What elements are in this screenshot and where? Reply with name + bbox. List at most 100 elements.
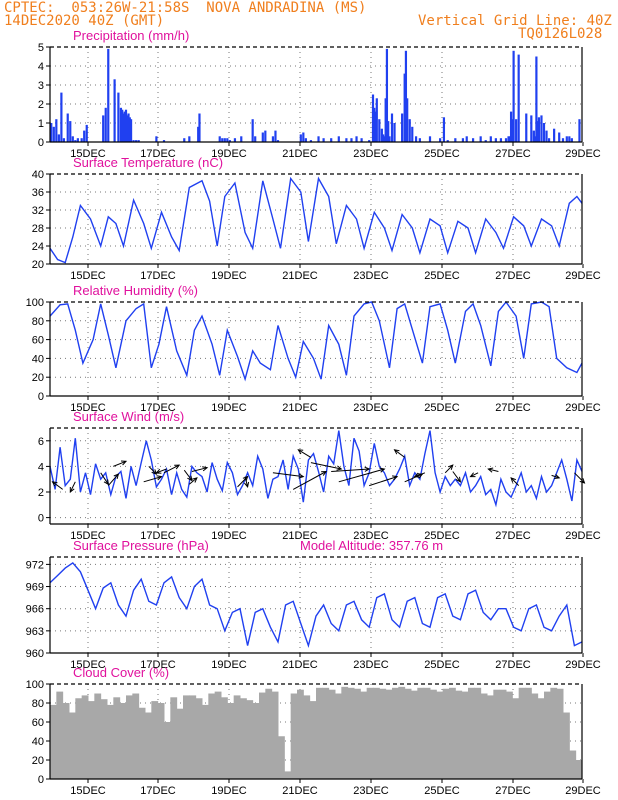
precip-bar: [132, 140, 135, 142]
cloud-bar: [385, 689, 393, 779]
x-tick-label: 29DEC: [565, 659, 601, 671]
y-tick-label: 6: [38, 436, 44, 448]
cloud-bar: [81, 695, 89, 779]
cloud-bar: [113, 697, 121, 779]
precip-bar: [251, 119, 254, 142]
x-tick-label: 23DEC: [353, 530, 389, 542]
cloud-bar: [341, 686, 349, 779]
cloud-bar: [195, 698, 203, 779]
precip-bar: [428, 136, 432, 142]
precip-bar: [261, 132, 264, 142]
panel-4: [46, 427, 586, 528]
wind-arrow-head: [151, 469, 158, 475]
precip-bar: [66, 113, 69, 142]
cloud-bar: [474, 687, 482, 779]
wind-arrow-head: [510, 477, 516, 483]
x-tick-label: 21DEC: [282, 785, 318, 797]
x-tick-label: 15DEC: [70, 530, 106, 542]
precip-bar: [240, 136, 243, 142]
precip-bar: [375, 98, 378, 142]
wind-arrow-shaft: [272, 472, 304, 478]
precip-bar: [454, 138, 457, 142]
wind-arrow-shaft: [148, 466, 157, 475]
precip-bar: [74, 140, 77, 142]
wind-arrow: [331, 466, 371, 472]
cloud-bar: [132, 693, 140, 779]
precip-bar: [128, 117, 131, 142]
wind-arrow-shaft: [107, 473, 119, 486]
y-tick-label: 0: [38, 513, 44, 525]
wind-arrow: [163, 464, 181, 474]
cloud-bar: [499, 689, 507, 779]
cloud-bar: [512, 698, 520, 779]
cloud-bar: [449, 687, 456, 779]
precip-bar: [122, 113, 125, 142]
cloud-bar: [107, 704, 114, 779]
series-line: [49, 561, 583, 649]
precip-bar: [309, 140, 313, 142]
panel-1: [46, 46, 584, 146]
precip-bar: [162, 140, 166, 142]
wind-arrow: [244, 476, 250, 489]
cloud-bar: [506, 691, 513, 779]
precip-bar: [565, 136, 568, 142]
wind-arrow-shaft: [470, 472, 479, 478]
precip-bar: [446, 140, 449, 142]
precip-bar: [368, 140, 371, 142]
wind-arrow-head: [242, 475, 249, 482]
precip-bar: [83, 130, 86, 142]
precip-bar: [218, 136, 221, 142]
x-tick-label: 21DEC: [282, 659, 318, 671]
wind-arrow-head: [51, 481, 58, 487]
wind-arrow: [107, 473, 120, 486]
precip-bar: [317, 136, 320, 142]
precip-bar: [57, 134, 60, 142]
precip-bar: [439, 138, 442, 142]
wind-arrow: [310, 462, 343, 471]
cloud-bar: [119, 703, 127, 779]
precip-bar: [561, 138, 565, 142]
precip-bar: [374, 111, 377, 142]
cloud-bar: [252, 703, 260, 779]
cloud-bar: [297, 689, 304, 779]
panel-title: Cloud Cover (%): [73, 665, 169, 680]
wind-arrow: [188, 477, 198, 485]
x-tick-label: 19DEC: [211, 530, 247, 542]
x-tick-label: 21DEC: [282, 270, 318, 282]
wind-arrow: [69, 481, 76, 494]
precip-bar: [117, 92, 120, 142]
precip-bar: [124, 109, 128, 142]
precip-bar: [55, 119, 58, 142]
cloud-bar: [423, 687, 431, 779]
cloud-bar: [392, 687, 399, 779]
precip-bar: [484, 140, 487, 142]
x-tick-label: 19DEC: [211, 270, 247, 282]
wind-arrow-head: [469, 472, 476, 478]
x-tick-label: 19DEC: [211, 659, 247, 671]
cloud-bar: [525, 687, 532, 779]
cloud-bar: [544, 691, 551, 779]
x-tick-label: 15DEC: [70, 659, 106, 671]
y-tick-label: 4: [38, 461, 44, 473]
cloud-bar: [75, 698, 83, 779]
cloud-bar: [221, 697, 228, 779]
cloud-bar: [487, 695, 494, 779]
precip-bar: [197, 126, 200, 142]
precip-bar: [119, 107, 123, 142]
precip-bar: [489, 136, 492, 142]
wind-arrow-head: [554, 474, 561, 479]
y-tick-label: 4: [38, 61, 44, 73]
x-tick-label: 17DEC: [140, 530, 176, 542]
wind-arrow-head: [187, 475, 193, 482]
wind-arrow: [100, 472, 109, 486]
x-tick-label: 21DEC: [282, 402, 318, 414]
y-tick-label: 972: [26, 559, 44, 571]
wind-arrow: [574, 472, 586, 484]
cloud-bar: [56, 691, 64, 779]
precip-bar: [254, 136, 257, 142]
cloud-bar: [417, 687, 425, 779]
precip-bar: [302, 132, 305, 142]
y-tick-label: 32: [32, 205, 44, 217]
precip-bar: [537, 117, 541, 142]
x-tick-label: 17DEC: [140, 148, 176, 160]
